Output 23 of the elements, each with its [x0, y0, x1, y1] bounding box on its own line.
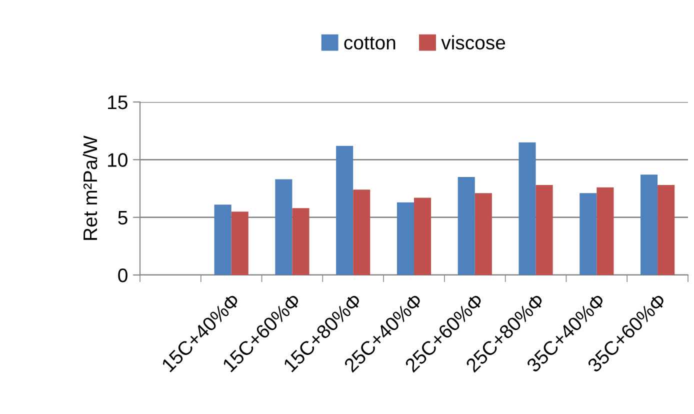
y-axis-title: Ret m²Pa/W [82, 136, 98, 240]
bar [292, 208, 310, 275]
bar [414, 198, 432, 275]
bar [658, 185, 675, 275]
bar [458, 176, 475, 275]
bar [518, 142, 536, 275]
y-tick-label: 10 [108, 153, 128, 167]
bar [536, 185, 553, 275]
legend-label: viscose [441, 35, 506, 50]
y-tick-label: 15 [108, 96, 128, 110]
bar [396, 202, 414, 275]
bar [214, 204, 232, 275]
y-tick-label: 0 [118, 268, 128, 282]
legend-label: cotton [344, 36, 396, 50]
y-tick-label: 5 [118, 211, 128, 225]
bar [596, 187, 614, 275]
bar [474, 193, 492, 275]
bar [275, 179, 292, 275]
bar [353, 190, 370, 275]
bar [580, 193, 597, 275]
bar [336, 146, 354, 275]
bar [231, 212, 248, 275]
bar [640, 174, 658, 275]
